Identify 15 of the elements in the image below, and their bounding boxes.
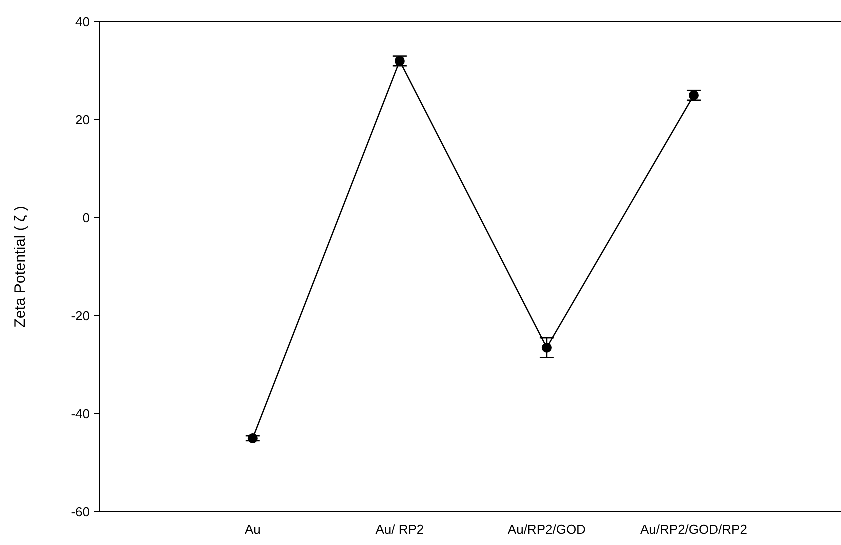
y-tick-label: -60 [71,504,90,520]
y-axis-title: Zeta Potential ( ζ ) [12,206,29,328]
y-tick-label: 40 [76,14,90,30]
y-tick-label: -20 [71,308,90,324]
y-tick-label: 0 [82,210,90,226]
point [248,434,258,444]
x-tick-label: Au [244,522,261,537]
x-tick-label: Au/RP2/GOD/RP2 [640,522,748,537]
point [394,56,405,66]
x-tick-label: Au/ RP2 [376,522,424,537]
y-tick-label: -40 [71,406,90,422]
y-tick-label: 20 [76,112,90,128]
point [542,342,552,353]
x-tick-label: Au/RP2/GOD [508,522,586,537]
point [688,90,699,100]
